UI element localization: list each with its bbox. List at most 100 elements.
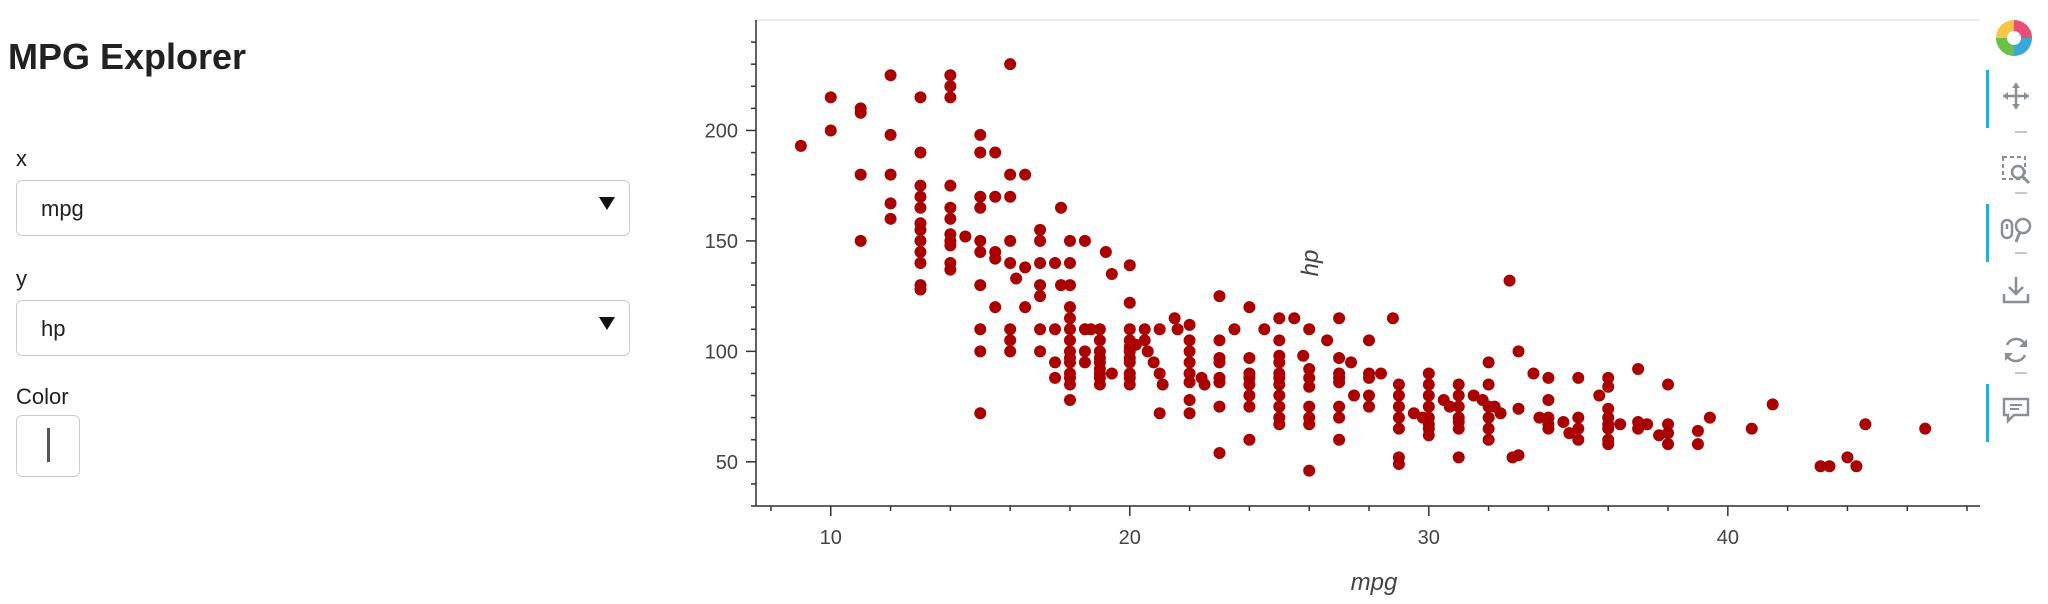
color-picker[interactable]	[16, 415, 80, 477]
chevron-down-icon	[599, 197, 615, 210]
save-tool[interactable]	[1982, 264, 2042, 314]
data-point	[1602, 402, 1615, 415]
data-point	[1572, 371, 1585, 384]
data-point	[1213, 400, 1226, 413]
data-point	[1034, 323, 1047, 336]
data-point	[1049, 257, 1062, 269]
data-point	[1183, 318, 1196, 331]
data-point	[944, 80, 957, 93]
pan-tool[interactable]	[1982, 70, 2042, 128]
data-point	[944, 69, 957, 82]
widgets-panel: MPG Explorer x mpg y hp Color	[0, 0, 640, 604]
data-point	[1303, 371, 1316, 384]
data-point	[1213, 446, 1226, 459]
data-point	[1557, 416, 1570, 429]
data-point	[1303, 363, 1316, 376]
data-point	[1345, 356, 1358, 369]
data-point	[1123, 378, 1136, 391]
data-point	[1572, 422, 1585, 435]
data-point	[1004, 257, 1017, 269]
data-point	[1093, 334, 1106, 347]
data-point	[1602, 380, 1615, 393]
data-point	[1303, 380, 1316, 393]
data-point	[1407, 407, 1420, 420]
data-point	[1129, 338, 1142, 351]
data-point	[1482, 411, 1495, 424]
wheel-zoom-tool[interactable]	[1982, 204, 2042, 262]
data-point	[1392, 422, 1405, 435]
data-point	[1183, 393, 1196, 406]
data-point	[1482, 422, 1495, 435]
data-point	[914, 257, 927, 269]
data-point	[1422, 400, 1435, 413]
y-ticks: 50 100 150 200	[705, 41, 756, 507]
data-point	[1333, 376, 1346, 389]
data-point	[1171, 323, 1184, 336]
bokeh-logo[interactable]	[1982, 14, 2042, 64]
data-point	[1243, 378, 1256, 391]
color-picker-cursor	[47, 428, 50, 462]
data-point	[1392, 389, 1405, 402]
data-point	[1303, 418, 1316, 431]
data-point	[1363, 389, 1375, 402]
data-point	[1503, 274, 1516, 287]
data-point	[1153, 407, 1166, 420]
data-point	[1422, 367, 1435, 380]
data-point	[884, 212, 897, 225]
data-point	[1333, 351, 1346, 364]
data-point	[1004, 323, 1017, 336]
data-point	[1494, 407, 1507, 420]
data-point	[1602, 438, 1615, 451]
hover-tool[interactable]	[1982, 384, 2042, 442]
data-point	[914, 234, 927, 247]
data-point	[1049, 356, 1062, 369]
data-point	[989, 146, 1002, 159]
data-point	[1386, 312, 1399, 325]
data-point	[944, 263, 957, 276]
data-point	[1632, 422, 1645, 435]
data-point	[1183, 334, 1196, 347]
data-point	[1422, 429, 1435, 442]
y-tick-label: 50	[716, 452, 738, 474]
data-point	[944, 91, 957, 104]
data-point	[1004, 58, 1017, 71]
data-point	[1093, 378, 1106, 391]
data-point	[1452, 422, 1465, 435]
reset-tool[interactable]	[1982, 324, 2042, 374]
data-point	[1105, 268, 1118, 281]
hover-icon	[2002, 397, 2030, 425]
data-point	[1273, 418, 1286, 431]
y-tick-label: 100	[705, 341, 738, 363]
data-point	[1533, 411, 1546, 424]
toolbar-separator	[2015, 131, 2027, 133]
data-point	[914, 146, 927, 159]
data-point	[1138, 323, 1151, 336]
y-select[interactable]: hp	[16, 300, 630, 356]
data-point	[1602, 371, 1615, 384]
box-zoom-tool[interactable]	[1982, 144, 2042, 194]
data-point	[1153, 323, 1166, 336]
data-point	[1213, 356, 1226, 369]
data-point	[1348, 389, 1361, 402]
data-point	[1063, 301, 1076, 314]
x-select[interactable]: mpg	[16, 180, 630, 236]
toolbar-separator	[2015, 192, 2027, 194]
data-point	[1452, 389, 1465, 402]
data-point	[1467, 389, 1480, 402]
data-point	[1183, 407, 1196, 420]
data-point	[989, 190, 1002, 203]
data-point	[1034, 223, 1047, 236]
data-point	[1273, 312, 1286, 325]
data-point	[1512, 402, 1525, 415]
data-point	[1213, 334, 1226, 347]
data-point	[1542, 422, 1555, 435]
data-point	[944, 179, 957, 192]
data-point	[794, 139, 807, 152]
data-point	[884, 168, 897, 181]
data-point	[1303, 323, 1316, 336]
scatter-plot[interactable]: 10 20 30 40 50 100 150 200 mpg hp	[640, 0, 1980, 604]
data-point	[1063, 279, 1076, 292]
x-tick-label: 20	[1119, 527, 1141, 549]
data-point	[974, 279, 987, 292]
active-indicator	[1986, 204, 1989, 262]
